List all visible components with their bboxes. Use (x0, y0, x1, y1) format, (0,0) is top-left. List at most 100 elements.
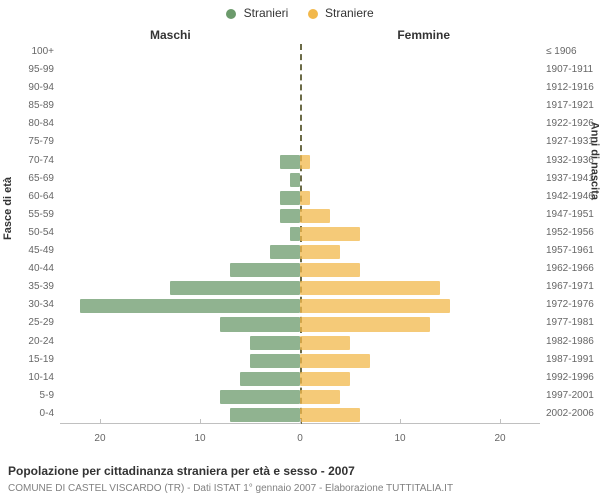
x-tick (400, 419, 401, 424)
bar-female (300, 209, 330, 223)
bar-female (300, 299, 450, 313)
x-tick-label: 20 (94, 433, 105, 444)
age-row: 100+≤ 1906 (60, 44, 540, 62)
age-row: 85-891917-1921 (60, 98, 540, 116)
bar-female (300, 281, 440, 295)
age-label: 40-44 (28, 261, 60, 277)
legend-label-female: Straniere (325, 6, 374, 20)
birth-year-label: 1912-1916 (540, 80, 594, 96)
bar-male (290, 173, 300, 187)
bar-male (250, 354, 300, 368)
side-title-male: Maschi (150, 28, 191, 42)
x-tick-label: 0 (297, 433, 303, 444)
bars-layer: 100+≤ 190695-991907-191190-941912-191685… (60, 44, 540, 424)
age-row: 95-991907-1911 (60, 62, 540, 80)
age-label: 80-84 (28, 116, 60, 132)
age-row: 60-641942-1946 (60, 189, 540, 207)
age-label: 25-29 (28, 315, 60, 331)
birth-year-label: ≤ 1906 (540, 44, 577, 60)
age-row: 20-241982-1986 (60, 334, 540, 352)
age-row: 55-591947-1951 (60, 207, 540, 225)
age-label: 95-99 (28, 62, 60, 78)
age-row: 70-741932-1936 (60, 153, 540, 171)
x-tick-label: 10 (194, 433, 205, 444)
age-label: 70-74 (28, 153, 60, 169)
age-row: 35-391967-1971 (60, 279, 540, 297)
age-row: 45-491957-1961 (60, 243, 540, 261)
age-row: 30-341972-1976 (60, 297, 540, 315)
bar-female (300, 263, 360, 277)
x-tick-label: 20 (494, 433, 505, 444)
birth-year-label: 1952-1956 (540, 225, 594, 241)
birth-year-label: 1982-1986 (540, 334, 594, 350)
bar-male (220, 390, 300, 404)
chart-title: Popolazione per cittadinanza straniera p… (8, 464, 355, 478)
age-row: 25-291977-1981 (60, 315, 540, 333)
legend-swatch-female (308, 9, 318, 19)
birth-year-label: 1932-1936 (540, 153, 594, 169)
age-label: 30-34 (28, 297, 60, 313)
age-label: 50-54 (28, 225, 60, 241)
age-row: 80-841922-1926 (60, 116, 540, 134)
age-label: 15-19 (28, 352, 60, 368)
age-label: 0-4 (40, 406, 60, 422)
age-label: 55-59 (28, 207, 60, 223)
bar-male (80, 299, 300, 313)
age-label: 60-64 (28, 189, 60, 205)
age-label: 100+ (31, 44, 60, 60)
age-row: 15-191987-1991 (60, 352, 540, 370)
birth-year-label: 1907-1911 (540, 62, 593, 78)
chart-subcaption: COMUNE DI CASTEL VISCARDO (TR) - Dati IS… (8, 483, 453, 494)
age-row: 90-941912-1916 (60, 80, 540, 98)
age-row: 65-691937-1941 (60, 171, 540, 189)
age-row: 5-91997-2001 (60, 388, 540, 406)
bar-female (300, 155, 310, 169)
bar-male (230, 263, 300, 277)
birth-year-label: 1977-1981 (540, 315, 594, 331)
x-tick (200, 419, 201, 424)
birth-year-label: 1947-1951 (540, 207, 594, 223)
age-label: 85-89 (28, 98, 60, 114)
bar-male (270, 245, 300, 259)
legend-swatch-male (226, 9, 236, 19)
age-row: 10-141992-1996 (60, 370, 540, 388)
birth-year-label: 1962-1966 (540, 261, 594, 277)
birth-year-label: 1967-1971 (540, 279, 594, 295)
age-label: 35-39 (28, 279, 60, 295)
bar-male (290, 227, 300, 241)
birth-year-label: 1922-1926 (540, 116, 594, 132)
x-tick (100, 419, 101, 424)
birth-year-label: 2002-2006 (540, 406, 594, 422)
x-tick-label: 10 (394, 433, 405, 444)
x-tick (300, 419, 301, 424)
age-label: 45-49 (28, 243, 60, 259)
plot-area: 100+≤ 190695-991907-191190-941912-191685… (60, 44, 540, 444)
bar-male (220, 317, 300, 331)
birth-year-label: 1937-1941 (540, 171, 594, 187)
age-row: 75-791927-1931 (60, 134, 540, 152)
bar-male (280, 191, 300, 205)
population-pyramid-chart: Stranieri Straniere Maschi Femmine Fasce… (0, 0, 600, 500)
side-title-female: Femmine (397, 28, 450, 42)
bar-male (230, 408, 300, 422)
birth-year-label: 1957-1961 (540, 243, 594, 259)
bar-female (300, 227, 360, 241)
birth-year-label: 1927-1931 (540, 134, 594, 150)
bar-female (300, 191, 310, 205)
bar-male (240, 372, 300, 386)
birth-year-label: 1992-1996 (540, 370, 594, 386)
age-label: 65-69 (28, 171, 60, 187)
bar-male (250, 336, 300, 350)
age-row: 40-441962-1966 (60, 261, 540, 279)
age-label: 10-14 (28, 370, 60, 386)
bar-female (300, 336, 350, 350)
legend-label-male: Stranieri (244, 6, 289, 20)
bar-female (300, 372, 350, 386)
age-row: 50-541952-1956 (60, 225, 540, 243)
birth-year-label: 1987-1991 (540, 352, 594, 368)
bar-male (280, 155, 300, 169)
bar-male (280, 209, 300, 223)
age-label: 90-94 (28, 80, 60, 96)
birth-year-label: 1917-1921 (540, 98, 594, 114)
bar-female (300, 408, 360, 422)
